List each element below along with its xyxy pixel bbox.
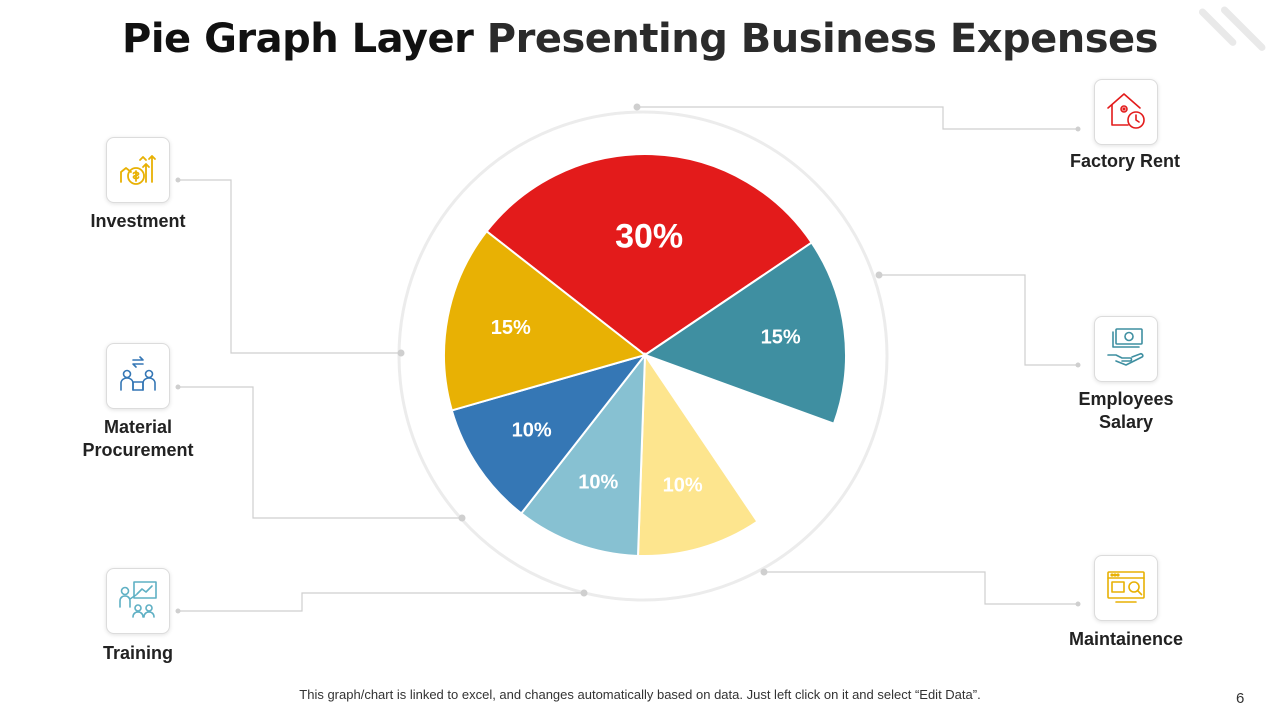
connector-dot	[175, 177, 181, 183]
outer-ring	[397, 110, 889, 602]
employees-salary-icon-box	[1094, 316, 1158, 382]
pie-slice-1[interactable]	[642, 241, 847, 425]
pie-slice-6[interactable]	[443, 229, 648, 412]
pie-chart[interactable]: 30% 15% 10% 10% 10% 15%	[443, 153, 847, 557]
title-part-2: Presenting Business Expenses	[486, 16, 1159, 62]
connector-material	[178, 386, 462, 519]
pie-slice-label-5: 10%	[512, 420, 552, 442]
connector-dot	[175, 608, 181, 614]
connector-salary	[879, 274, 1078, 366]
procurement-icon	[116, 352, 160, 401]
footnote: This graph/chart is linked to excel, and…	[299, 687, 981, 702]
pie-slice-label-4: 10%	[578, 472, 618, 494]
pie-slice-label-6: 15%	[491, 317, 531, 339]
cash-hand-icon	[1104, 325, 1148, 374]
connector-dot	[1075, 362, 1081, 368]
training-presentation-icon	[116, 577, 160, 626]
connector-dot	[875, 271, 883, 279]
pie-slice-label-1: 15%	[761, 327, 801, 349]
salary-label-line1: Employees	[1078, 389, 1174, 409]
money-growth-icon	[116, 146, 160, 195]
house-clock-icon	[1104, 88, 1148, 137]
material-icon-box	[106, 343, 170, 409]
connector-factory	[637, 106, 1078, 130]
factory-rent-icon-box	[1094, 79, 1158, 145]
maintenance-icon-box	[1094, 555, 1158, 621]
title-part-1: Pie Graph Layer	[122, 16, 474, 62]
training-label: Training	[102, 643, 173, 663]
connector-dot	[458, 514, 466, 522]
pie-slice-label-3: 10%	[663, 475, 703, 497]
pie-slice-5[interactable]	[450, 353, 648, 515]
maintenance-label: Maintainence	[1068, 629, 1184, 649]
connector-training	[178, 592, 584, 612]
pie-slice-3[interactable]	[636, 351, 759, 557]
connector-investment	[178, 179, 401, 354]
connector-dot	[1075, 601, 1081, 607]
connector-maintenance	[764, 571, 1078, 605]
material-procurement-label: Material Procurement	[58, 416, 218, 462]
maintenance-panel-icon	[1104, 564, 1148, 613]
employees-salary-label: Employees Salary	[1046, 388, 1206, 434]
training-icon-box	[106, 568, 170, 634]
investment-icon-box	[106, 137, 170, 203]
material-label-line1: Material	[103, 417, 173, 437]
connector-dot	[1075, 126, 1081, 132]
connector-dot	[760, 568, 768, 576]
pie-slice-4[interactable]	[519, 351, 647, 557]
connector-dot	[175, 384, 181, 390]
connector-dot	[633, 103, 641, 111]
factory-rent-label: Factory Rent	[1069, 151, 1181, 171]
material-label-line2: Procurement	[82, 440, 194, 460]
page-number: 6	[1236, 690, 1245, 707]
pie-slice-0[interactable]	[485, 153, 813, 357]
salary-label-line2: Salary	[1098, 412, 1154, 432]
page-title: Pie Graph Layer Presenting Business Expe…	[0, 16, 1280, 62]
connector-dots	[175, 103, 1081, 614]
pie-slice-label-0: 30%	[615, 217, 683, 255]
connector-lines	[178, 106, 1078, 612]
connector-dot	[397, 349, 405, 357]
connector-dot	[580, 589, 588, 597]
investment-label: Investment	[90, 211, 186, 231]
